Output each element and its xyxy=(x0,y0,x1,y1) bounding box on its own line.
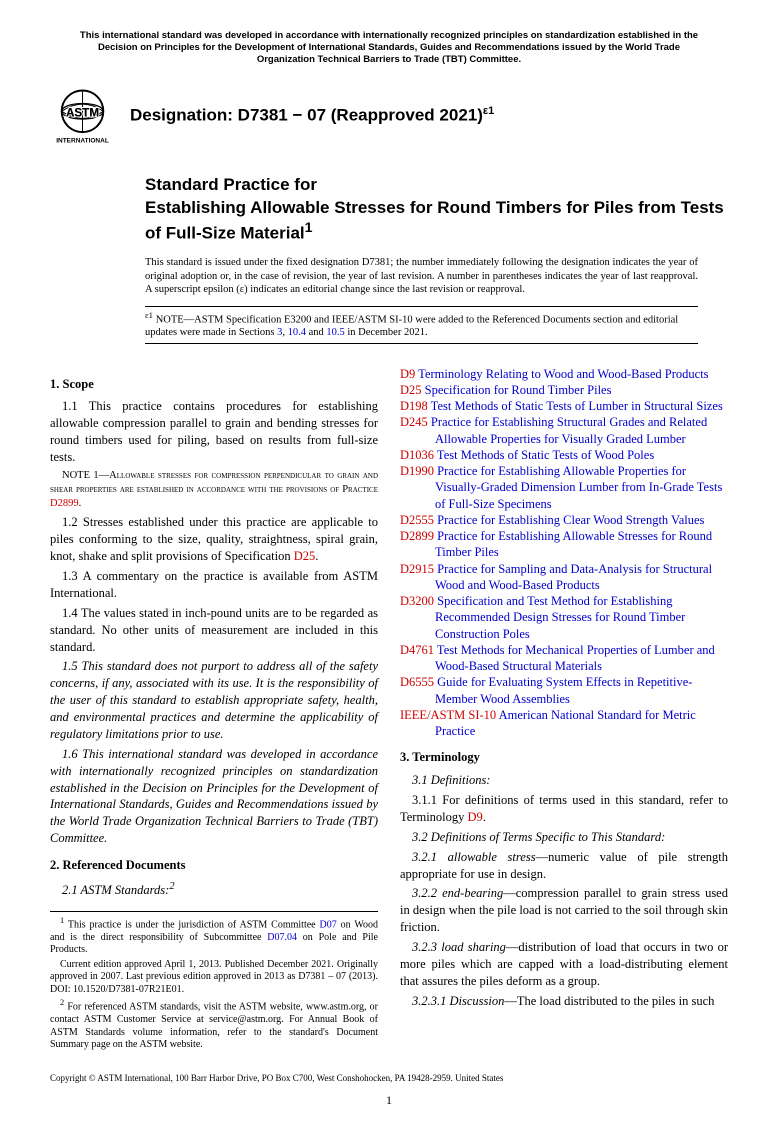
references-list: D9 Terminology Relating to Wood and Wood… xyxy=(400,366,728,740)
reference-item: D3200 Specification and Test Method for … xyxy=(400,593,728,642)
issuance-note: This standard is issued under the fixed … xyxy=(145,256,728,295)
link-d07[interactable]: D07 xyxy=(320,919,337,930)
reference-item: D198 Test Methods of Static Tests of Lum… xyxy=(400,398,728,414)
astm-logo: ASTM ASTM INTERNATIONAL xyxy=(50,84,115,149)
title-pre: Standard Practice for xyxy=(145,174,728,197)
reference-code-link[interactable]: D245 xyxy=(400,415,428,429)
reference-item: D1036 Test Methods of Static Tests of Wo… xyxy=(400,447,728,463)
reference-code-link[interactable]: D1036 xyxy=(400,448,434,462)
para-3-2-3-1: 3.2.3.1 Discussion—The load distributed … xyxy=(400,993,728,1010)
reference-item: D2899 Practice for Establishing Allowabl… xyxy=(400,528,728,561)
reference-item: IEEE/ASTM SI-10 American National Standa… xyxy=(400,707,728,740)
reference-title-link[interactable]: Practice for Sampling and Data-Analysis … xyxy=(434,562,712,592)
para-1-6: 1.6 This international standard was deve… xyxy=(50,746,378,847)
header-row: ASTM ASTM INTERNATIONAL Designation: D73… xyxy=(50,84,728,149)
copyright: Copyright © ASTM International, 100 Barr… xyxy=(50,1072,728,1084)
reference-code-link[interactable]: IEEE/ASTM SI-10 xyxy=(400,708,496,722)
reference-title-link[interactable]: Guide for Evaluating System Effects in R… xyxy=(434,675,692,705)
reference-title-link[interactable]: Specification and Test Method for Establ… xyxy=(434,594,685,641)
link-d25[interactable]: D25 xyxy=(294,549,316,563)
note-1: NOTE 1—Allowable stresses for compressio… xyxy=(50,469,378,512)
reference-title-link[interactable]: Test Methods of Static Tests of Lumber i… xyxy=(428,399,723,413)
reference-item: D2915 Practice for Sampling and Data-Ana… xyxy=(400,561,728,594)
refdocs-heading: 2. Referenced Documents xyxy=(50,857,378,874)
para-3-1: 3.1 Definitions: xyxy=(400,772,728,789)
reference-item: D6555 Guide for Evaluating System Effect… xyxy=(400,674,728,707)
reference-title-link[interactable]: Test Methods for Mechanical Properties o… xyxy=(434,643,715,673)
reference-item: D9 Terminology Relating to Wood and Wood… xyxy=(400,366,728,382)
reference-code-link[interactable]: D25 xyxy=(400,383,422,397)
epsilon-note: ε1 NOTE—ASTM Specification E3200 and IEE… xyxy=(145,306,698,344)
reference-code-link[interactable]: D2915 xyxy=(400,562,434,576)
title-block: Standard Practice for Establishing Allow… xyxy=(145,174,728,245)
reference-code-link[interactable]: D3200 xyxy=(400,594,434,608)
footnote-1: 1 This practice is under the jurisdictio… xyxy=(50,916,378,957)
reference-code-link[interactable]: D2555 xyxy=(400,513,434,527)
para-1-1: 1.1 This practice contains procedures fo… xyxy=(50,398,378,466)
reference-code-link[interactable]: D2899 xyxy=(400,529,434,543)
reference-code-link[interactable]: D4761 xyxy=(400,643,434,657)
para-2-1: 2.1 ASTM Standards:2 xyxy=(50,880,378,899)
reference-title-link[interactable]: Test Methods of Static Tests of Wood Pol… xyxy=(434,448,654,462)
link-d9-term[interactable]: D9 xyxy=(468,810,483,824)
para-3-2: 3.2 Definitions of Terms Specific to Thi… xyxy=(400,829,728,846)
footnote-2: 2 For referenced ASTM standards, visit t… xyxy=(50,998,378,1051)
reference-item: D4761 Test Methods for Mechanical Proper… xyxy=(400,642,728,675)
para-3-2-1: 3.2.1 allowable stress—numeric value of … xyxy=(400,849,728,883)
designation: Designation: D7381 − 07 (Reapproved 2021… xyxy=(130,104,494,128)
para-1-4: 1.4 The values stated in inch-pound unit… xyxy=(50,605,378,656)
reference-title-link[interactable]: Practice for Establishing Allowable Stre… xyxy=(434,529,712,559)
reference-code-link[interactable]: D9 xyxy=(400,367,415,381)
reference-item: D1990 Practice for Establishing Allowabl… xyxy=(400,463,728,512)
link-section-10-5[interactable]: 10.5 xyxy=(326,327,344,338)
reference-code-link[interactable]: D198 xyxy=(400,399,428,413)
link-section-10-4[interactable]: 10.4 xyxy=(288,327,306,338)
reference-item: D2555 Practice for Establishing Clear Wo… xyxy=(400,512,728,528)
title-main: Establishing Allowable Stresses for Roun… xyxy=(145,197,728,245)
para-3-2-3: 3.2.3 load sharing—distribution of load … xyxy=(400,939,728,990)
link-d07-04[interactable]: D07.04 xyxy=(267,932,297,943)
top-notice: This international standard was develope… xyxy=(50,30,728,66)
svg-text:ASTM: ASTM xyxy=(66,106,99,119)
designation-text: Designation: D7381 − 07 (Reapproved 2021… xyxy=(130,106,483,125)
reference-code-link[interactable]: D1990 xyxy=(400,464,434,478)
reference-code-link[interactable]: D6555 xyxy=(400,675,434,689)
body-columns: 1. Scope 1.1 This practice contains proc… xyxy=(50,366,728,1052)
reference-title-link[interactable]: Practice for Establishing Allowable Prop… xyxy=(434,464,722,511)
reference-item: D25 Specification for Round Timber Piles xyxy=(400,382,728,398)
footnote-1b: Current edition approved April 1, 2013. … xyxy=(50,959,378,997)
designation-sup: ε1 xyxy=(483,105,494,117)
reference-title-link[interactable]: Practice for Establishing Clear Wood Str… xyxy=(434,513,704,527)
para-1-5: 1.5 This standard does not purport to ad… xyxy=(50,658,378,742)
reference-title-link[interactable]: Specification for Round Timber Piles xyxy=(422,383,612,397)
para-3-1-1: 3.1.1 For definitions of terms used in t… xyxy=(400,792,728,826)
footnotes: 1 This practice is under the jurisdictio… xyxy=(50,911,378,1052)
reference-item: D245 Practice for Establishing Structura… xyxy=(400,414,728,447)
terminology-heading: 3. Terminology xyxy=(400,749,728,766)
svg-text:INTERNATIONAL: INTERNATIONAL xyxy=(56,137,109,144)
scope-heading: 1. Scope xyxy=(50,376,378,393)
para-1-2: 1.2 Stresses established under this prac… xyxy=(50,514,378,565)
reference-title-link[interactable]: Practice for Establishing Structural Gra… xyxy=(428,415,707,445)
page-number: 1 xyxy=(50,1092,728,1108)
para-3-2-2: 3.2.2 end-bearing—compression parallel t… xyxy=(400,885,728,936)
link-d2899[interactable]: D2899 xyxy=(50,498,79,509)
reference-title-link[interactable]: Terminology Relating to Wood and Wood-Ba… xyxy=(415,367,708,381)
para-1-3: 1.3 A commentary on the practice is avai… xyxy=(50,568,378,602)
